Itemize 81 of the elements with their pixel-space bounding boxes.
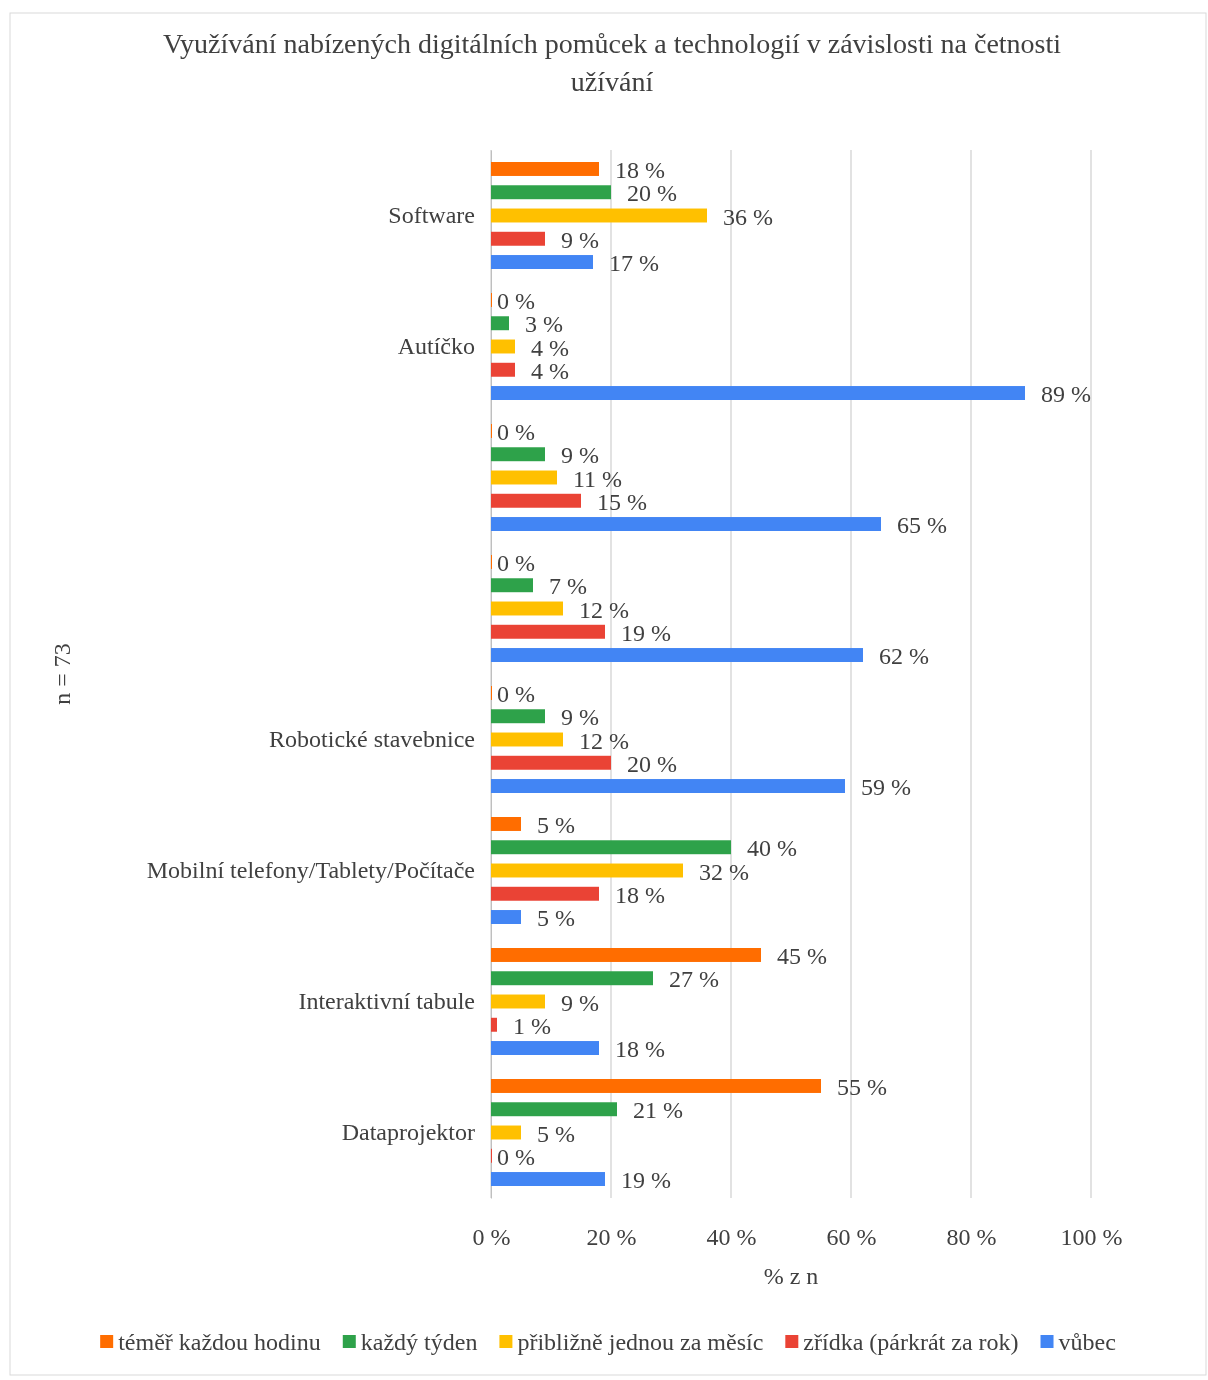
data-label: 59 %: [861, 774, 911, 801]
data-label: 65 %: [897, 512, 947, 539]
data-label: 5 %: [537, 905, 575, 932]
y-tick-label: Software: [388, 202, 475, 229]
legend-label: přibližně jednou za měsíc: [517, 1329, 764, 1356]
bar: [491, 255, 593, 269]
data-label: 17 %: [609, 250, 659, 277]
bar: [491, 709, 545, 724]
data-label: 0 %: [497, 681, 535, 708]
bar: [491, 316, 509, 331]
bar: [491, 817, 521, 831]
bar: [491, 1172, 605, 1186]
legend-label: zřídka (párkrát za rok): [803, 1329, 1019, 1356]
bar: [491, 779, 845, 793]
x-tick-label: 60 %: [826, 1224, 877, 1251]
legend-label: každý týden: [360, 1329, 478, 1356]
bar: [491, 1041, 599, 1055]
bar: [491, 648, 863, 662]
data-label: 89 %: [1041, 381, 1091, 408]
bar: [491, 755, 611, 770]
data-label: 0 %: [497, 1143, 535, 1170]
data-label: 27 %: [669, 966, 719, 993]
x-tick-label: 80 %: [946, 1224, 997, 1251]
data-label: 62 %: [879, 643, 929, 670]
x-tick-label: 0 %: [472, 1224, 511, 1251]
bar: [491, 517, 881, 531]
bar: [491, 886, 599, 901]
data-label: 36 %: [723, 203, 773, 230]
y-tick-label: Dataprojektor: [341, 1119, 475, 1146]
bar: [491, 910, 521, 924]
data-label: 1 %: [513, 1012, 551, 1039]
data-label: 18 %: [615, 1036, 665, 1063]
data-label: 32 %: [699, 858, 749, 885]
bar: [491, 470, 557, 485]
data-label: 5 %: [537, 812, 575, 839]
bar: [491, 863, 683, 878]
x-axis-title: % z n: [763, 1263, 819, 1289]
data-label: 55 %: [837, 1074, 887, 1101]
x-tick-label: 20 %: [586, 1224, 637, 1251]
bar: [491, 386, 1025, 400]
data-label: 9 %: [561, 226, 599, 253]
bar: [491, 624, 605, 639]
bar: [491, 339, 515, 354]
bar: [491, 185, 611, 200]
y-axis-title: n = 73: [49, 643, 75, 705]
y-tick-label: Mobilní telefony/Tablety/Počítače: [146, 857, 475, 884]
data-label: 5 %: [537, 1120, 575, 1147]
bar: [491, 162, 599, 176]
bar: [491, 362, 515, 377]
bar: [491, 948, 761, 962]
bar: [491, 447, 545, 462]
data-label: 45 %: [777, 943, 827, 970]
legend-label: vůbec: [1058, 1329, 1116, 1356]
bar: [491, 1079, 821, 1093]
data-label: 19 %: [621, 1167, 671, 1194]
data-label: 0 %: [497, 419, 535, 446]
bar: [491, 732, 563, 747]
bar: [491, 1102, 617, 1117]
bar: [491, 994, 545, 1009]
bar: [491, 493, 581, 508]
bar: [491, 1125, 521, 1140]
bar: [491, 208, 707, 223]
x-tick-label: 40 %: [706, 1224, 757, 1251]
data-label: 18 %: [615, 881, 665, 908]
y-tick-label: Interaktivní tabule: [298, 988, 475, 1015]
bar: [491, 231, 545, 246]
data-label: 21 %: [633, 1097, 683, 1124]
y-tick-label: Autíčko: [397, 333, 475, 360]
y-tick-label: Robotické stavebnice: [269, 726, 475, 753]
data-label: 20 %: [627, 750, 677, 777]
bar: [491, 840, 731, 855]
data-label: 9 %: [561, 989, 599, 1016]
x-tick-label: 100 %: [1060, 1224, 1123, 1251]
legend-label: téměř každou hodinu: [118, 1329, 321, 1356]
bar: [491, 601, 563, 616]
data-label: 40 %: [747, 835, 797, 862]
bar: [491, 1017, 497, 1032]
chart-title: Využívání nabízených digitálních pomůcek a technologií v závislosti na četnosti užívání: [162, 28, 1062, 97]
bar: [491, 971, 653, 986]
bar: [491, 578, 533, 593]
data-label: 0 %: [497, 550, 535, 577]
